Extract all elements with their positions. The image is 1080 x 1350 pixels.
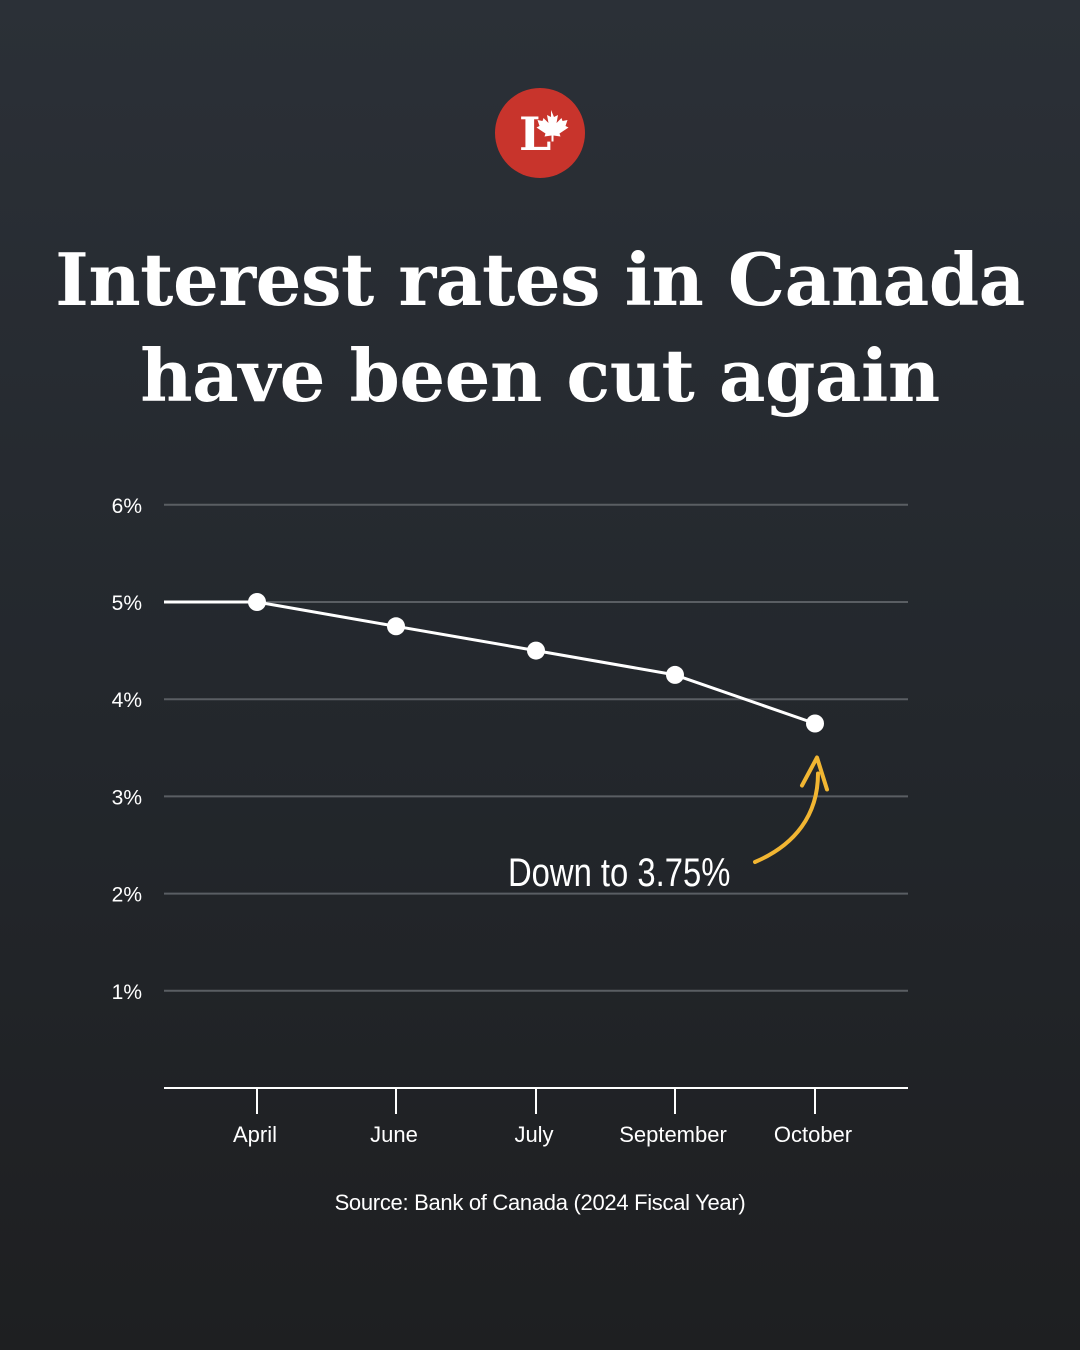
maple-leaf-logo-icon: L	[519, 107, 569, 161]
x-tick-label: October	[774, 1122, 852, 1147]
x-axis	[164, 1087, 908, 1114]
x-tick-label: June	[370, 1122, 418, 1147]
x-tick-label: July	[514, 1122, 553, 1147]
series-line	[164, 600, 816, 725]
title-line-1: Interest rates in Canada	[55, 237, 1025, 322]
x-tick-label: September	[619, 1122, 727, 1147]
x-tick-label: April	[233, 1122, 277, 1147]
y-tick-label: 4%	[112, 689, 142, 712]
data-point	[666, 665, 684, 684]
y-tick-label: 2%	[112, 884, 142, 907]
x-tick-labels: April June July September October	[233, 1122, 852, 1147]
brand-logo: L	[495, 88, 585, 178]
y-tick-labels: 1% 2% 3% 4% 5% 6%	[112, 495, 142, 1004]
annotation-arrow	[753, 771, 820, 864]
grid-lines	[164, 503, 908, 992]
title-line-2: have been cut again	[140, 333, 940, 418]
data-point	[387, 617, 405, 636]
data-point	[248, 593, 266, 611]
y-tick-label: 6%	[112, 495, 142, 518]
maple-leaf-icon	[536, 110, 569, 142]
y-tick-label: 3%	[112, 786, 142, 809]
data-point	[806, 714, 824, 733]
y-tick-label: 1%	[112, 981, 142, 1004]
source-note: Source: Bank of Canada (2024 Fiscal Year…	[334, 1190, 746, 1215]
rate-series	[164, 593, 824, 733]
annotation: Down to 3.75%	[508, 755, 829, 895]
page-title: Interest rates in Canada have been cut a…	[0, 232, 1080, 424]
annotation-arrowhead	[800, 755, 829, 792]
data-point	[527, 641, 545, 660]
y-tick-label: 5%	[112, 592, 142, 615]
annotation-label: Down to 3.75%	[508, 850, 730, 895]
